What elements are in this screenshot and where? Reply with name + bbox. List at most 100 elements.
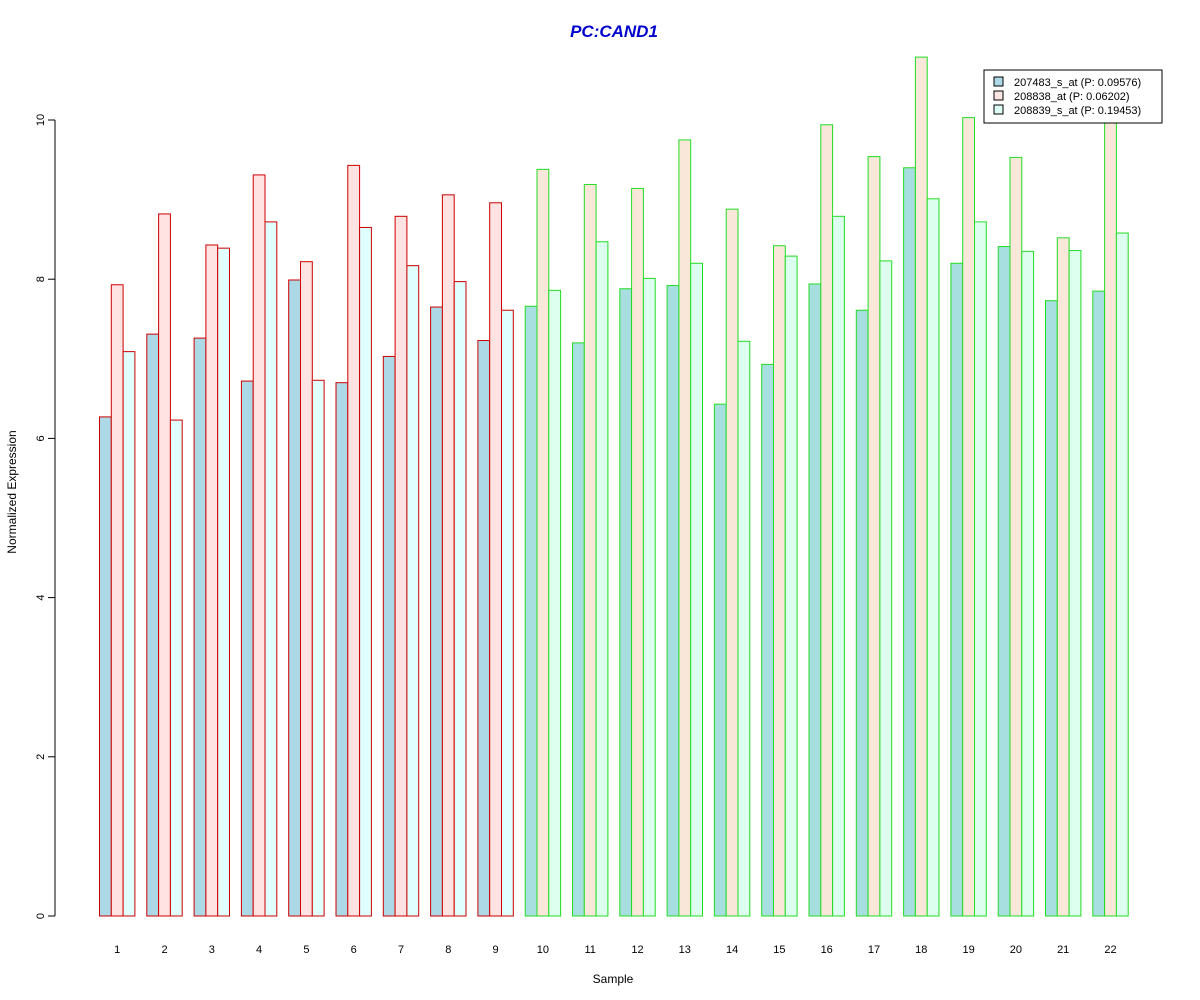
legend-entry: 207483_s_at (P: 0.09576) [1014, 77, 1141, 89]
bar [1045, 300, 1058, 917]
bar-group [193, 244, 230, 917]
bar [619, 288, 633, 917]
bar [642, 277, 656, 917]
bar-group [288, 261, 325, 917]
bar [690, 262, 704, 917]
bar [394, 215, 408, 917]
bar [1009, 156, 1023, 917]
bar [1056, 237, 1070, 917]
bar [288, 279, 302, 917]
bar-group [335, 164, 372, 917]
bar-group [713, 208, 751, 917]
bar [997, 246, 1011, 917]
bar [1021, 250, 1035, 917]
bar-group [666, 139, 704, 917]
bar-group [1045, 237, 1082, 917]
bar [1104, 119, 1117, 917]
bar [122, 351, 136, 917]
x-tick-label: 1 [114, 944, 120, 956]
bar [808, 283, 822, 917]
bar-group [430, 194, 467, 917]
bar [240, 380, 254, 917]
bar [962, 117, 976, 917]
bar [548, 289, 562, 917]
chart-title: PC:CAND1 [570, 22, 658, 41]
bar [784, 255, 798, 917]
legend-swatch [993, 104, 1004, 115]
x-tick-label: 8 [445, 944, 451, 956]
x-tick-label: 18 [915, 944, 927, 956]
bar [950, 262, 964, 917]
bar [217, 247, 230, 917]
x-axis-label: Sample [593, 972, 634, 986]
bar-group [761, 245, 798, 917]
bar [110, 284, 124, 917]
bar [477, 339, 491, 917]
bar [713, 403, 727, 917]
bar [583, 183, 597, 917]
bar [300, 261, 313, 917]
y-tick-label: 6 [35, 435, 47, 441]
bar-group [855, 156, 893, 917]
bar [501, 309, 514, 917]
y-tick-label: 0 [35, 913, 47, 919]
bar [1092, 290, 1106, 917]
legend-entry: 208838_at (P: 0.06202) [1014, 91, 1130, 103]
bar-group [382, 215, 420, 917]
bar [311, 379, 325, 917]
x-tick-label: 2 [161, 944, 167, 956]
x-tick-label: 21 [1057, 944, 1069, 956]
x-tick-label: 7 [398, 944, 404, 956]
bar [725, 208, 739, 917]
x-tick-label: 12 [631, 944, 643, 956]
bar-group [1092, 119, 1129, 917]
bar-group [477, 202, 514, 917]
x-tick-label: 16 [821, 944, 833, 956]
bar-group [903, 56, 940, 917]
bar [926, 198, 940, 917]
bar [1115, 232, 1129, 917]
bar [158, 213, 171, 917]
bar [193, 337, 207, 917]
bar [595, 241, 609, 917]
legend: 207483_s_at (P: 0.09576) 208838_at (P: 0.… [983, 69, 1163, 124]
x-tick-label: 3 [209, 944, 215, 956]
x-tick-label: 6 [351, 944, 357, 956]
bar [524, 305, 538, 917]
y-tick-label: 8 [35, 276, 47, 282]
y-axis-label: Normalized Expression [5, 430, 19, 553]
bar-group [808, 124, 845, 917]
bar [1068, 250, 1082, 917]
bar [855, 309, 869, 917]
bar [879, 260, 893, 917]
y-tick-label: 4 [35, 595, 47, 601]
x-tick-label: 10 [537, 944, 549, 956]
bar [761, 363, 775, 917]
bar-group [950, 117, 987, 917]
bar [169, 419, 183, 917]
bar [903, 167, 916, 917]
bar [205, 244, 219, 917]
bar [406, 265, 420, 917]
bar [264, 221, 278, 917]
legend-swatch [993, 76, 1004, 87]
bar [773, 245, 786, 917]
bar [666, 285, 680, 917]
bar [99, 416, 112, 917]
bar-group [524, 168, 562, 917]
legend-box [983, 69, 1163, 124]
x-tick-label: 22 [1104, 944, 1116, 956]
bar-group [619, 187, 656, 917]
x-tick-label: 11 [584, 944, 595, 956]
bar [335, 382, 349, 917]
bar [382, 355, 396, 917]
x-tick-label: 5 [303, 944, 309, 956]
bar [832, 215, 845, 917]
x-tick-label: 4 [256, 944, 262, 956]
x-tick-label: 9 [493, 944, 499, 956]
x-tick-label: 15 [773, 944, 785, 956]
bar-group [997, 156, 1035, 917]
bar [430, 306, 443, 917]
bar [867, 156, 881, 917]
